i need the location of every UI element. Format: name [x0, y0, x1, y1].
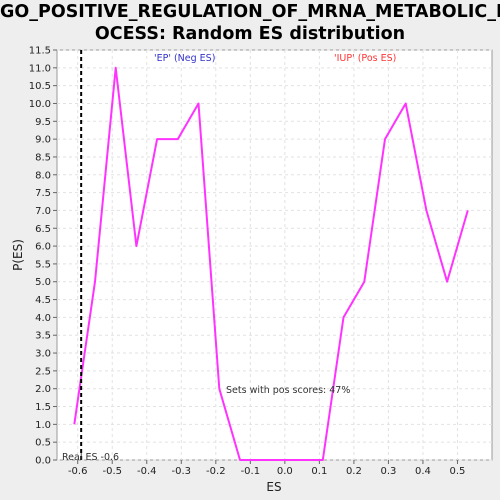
y-tick-label: 3.0 [35, 349, 51, 360]
chart-title-line-2: OCESS: Random ES distribution [94, 24, 406, 44]
x-tick-label: 0.3 [380, 466, 396, 477]
y-axis-label: P(ES) [11, 239, 25, 271]
x-tick-label: -0.5 [102, 466, 122, 477]
y-axis-ticks: 0.0 0.5 1.0 1.5 2.0 2.5 3.0 3.5 4.0 4.5 5.0 5.5 6.0 6… [29, 46, 57, 467]
y-tick-label: 11.5 [29, 46, 51, 57]
x-tick-label: 0.2 [346, 466, 362, 477]
pos-scores-label: Sets with pos scores: 47% [226, 385, 350, 396]
y-tick-label: 4.0 [35, 313, 51, 324]
x-tick-label: 0.1 [311, 466, 327, 477]
y-tick-label: 9.5 [35, 117, 51, 128]
pos-es-label: 'IUP' (Pos ES) [334, 53, 396, 64]
es-distribution-line [73, 66, 469, 461]
y-tick-label: 7.5 [35, 188, 51, 199]
plot-area [56, 49, 493, 461]
neg-es-label: 'EP' (Neg ES) [154, 53, 215, 64]
y-tick-label: 10.0 [29, 99, 51, 110]
x-axis-label: ES [266, 480, 281, 494]
x-tick-label: -0.3 [172, 466, 192, 477]
y-tick-label: 10.5 [29, 81, 51, 92]
x-tick-label: 0.5 [450, 466, 466, 477]
x-tick-label: -0.4 [137, 466, 157, 477]
y-tick-label: 2.5 [35, 366, 51, 377]
y-tick-label: 6.0 [35, 242, 51, 253]
y-tick-label: 6.5 [35, 224, 51, 235]
chart-title: GO_POSITIVE_REGULATION_OF_MRNA_METABOLIC… [0, 0, 500, 45]
x-tick-label: 0.4 [415, 466, 431, 477]
y-tick-label: 1.5 [35, 402, 51, 413]
y-tick-label: 4.5 [35, 295, 51, 306]
x-tick-label: -0.2 [206, 466, 226, 477]
series-group [73, 66, 469, 461]
y-tick-label: 7.0 [35, 206, 51, 217]
y-tick-label: 5.0 [35, 277, 51, 288]
y-tick-label: 8.0 [35, 170, 51, 181]
y-tick-label: 0.5 [35, 438, 51, 449]
y-tick-label: 5.5 [35, 259, 51, 270]
y-tick-label: 2.0 [35, 384, 51, 395]
y-tick-label: 0.0 [35, 456, 51, 467]
y-tick-label: 8.5 [35, 152, 51, 163]
y-tick-label: 9.0 [35, 135, 51, 146]
x-axis-ticks: -0.6 -0.5 -0.4 -0.3 -0.2 -0.1 0.0 0.1 0.2 0.3 0.4 0… [68, 460, 465, 477]
y-tick-label: 11.0 [29, 63, 51, 74]
grid [57, 49, 492, 461]
chart-title-line-1: GO_POSITIVE_REGULATION_OF_MRNA_METABOLIC… [0, 2, 500, 22]
y-tick-label: 1.0 [35, 420, 51, 431]
x-tick-label: -0.6 [68, 466, 88, 477]
real-es-label: Real ES -0.6 [62, 452, 119, 463]
x-tick-label: 0.0 [277, 466, 293, 477]
y-tick-label: 3.5 [35, 331, 51, 342]
x-tick-label: -0.1 [241, 466, 261, 477]
